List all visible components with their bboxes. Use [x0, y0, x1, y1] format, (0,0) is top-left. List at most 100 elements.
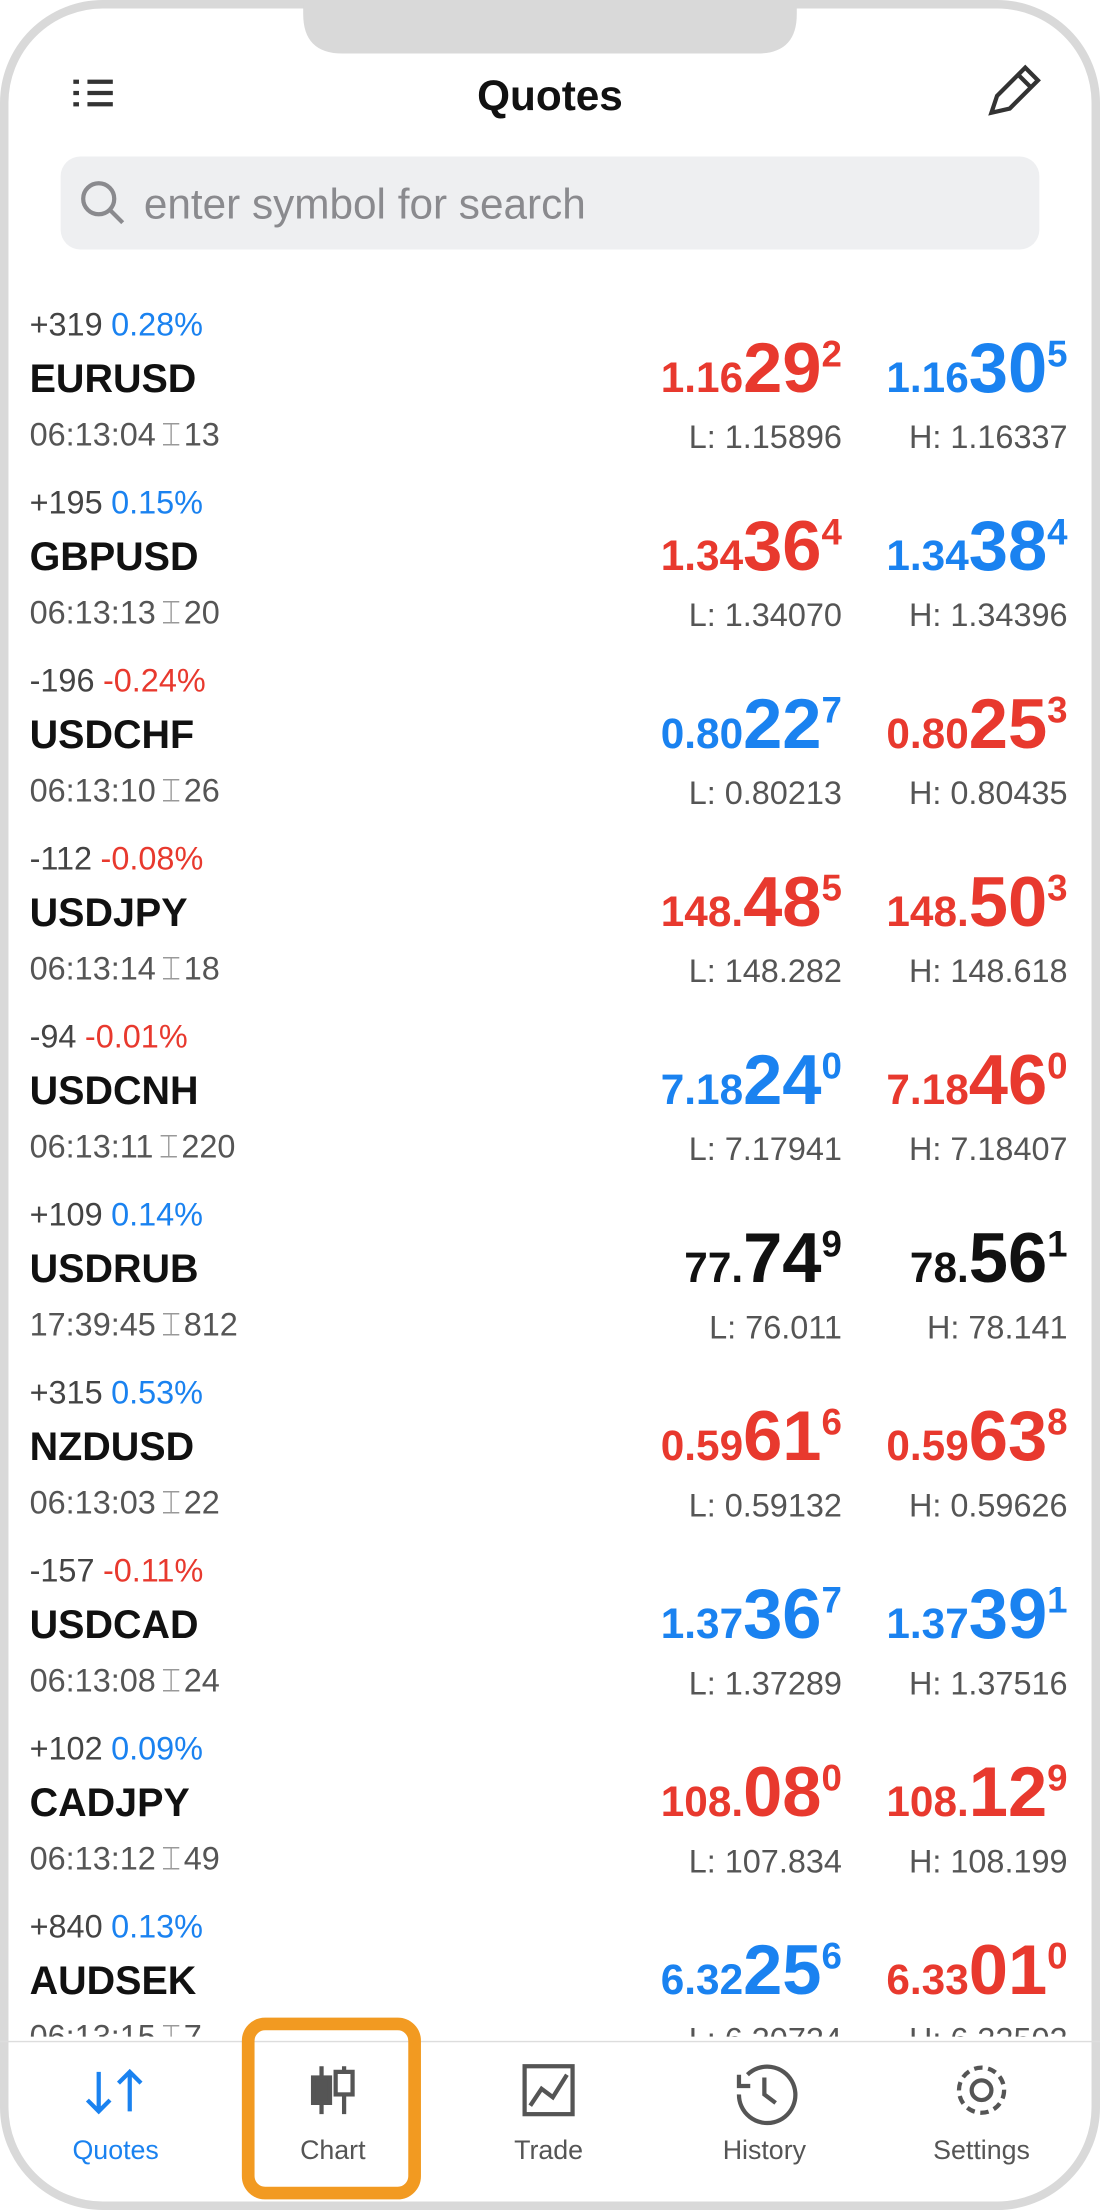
symbol[interactable]: EURUSD — [30, 357, 197, 401]
price-sup: 4 — [1047, 511, 1068, 552]
high: H: 108.199 — [909, 1843, 1068, 1879]
price: 78.561 — [910, 1218, 1068, 1297]
time-line: 06:13:03 ⌶ 22 — [30, 1484, 220, 1520]
symbol[interactable]: USDCHF — [30, 713, 195, 757]
symbol[interactable]: USDCAD — [30, 1603, 199, 1647]
price-sup: 9 — [1047, 1758, 1067, 1799]
percent: -0.01% — [85, 1019, 188, 1055]
price: 108.080 — [661, 1752, 842, 1831]
time-line: 06:13:12 ⌶ 49 — [30, 1840, 220, 1876]
spread-icon: ⌶ — [161, 2018, 180, 2054]
price-big: 01 — [969, 1930, 1047, 2009]
price-big: 22 — [743, 684, 821, 763]
price: 148.503 — [886, 862, 1067, 941]
percent: -0.11% — [103, 1553, 203, 1589]
time-line: 17:39:45 ⌶ 812 — [30, 1306, 238, 1342]
time: 06:13:11 — [30, 1128, 154, 1164]
price-big: 74 — [743, 1218, 821, 1297]
symbol[interactable]: USDRUB — [30, 1247, 199, 1291]
time: 17:39:45 — [30, 1306, 156, 1342]
price-sup: 4 — [822, 511, 843, 552]
symbol[interactable]: NZDUSD — [30, 1425, 195, 1469]
change-line: -196 -0.24% — [30, 662, 206, 698]
search-box[interactable] — [60, 156, 1040, 250]
price: 1.37391 — [886, 1574, 1067, 1653]
price-big: 39 — [969, 1574, 1047, 1653]
price-prefix: 1.16 — [886, 354, 968, 401]
symbol[interactable]: USDJPY — [30, 891, 188, 935]
symbol[interactable]: USDCNH — [30, 1069, 199, 1113]
price-sup: 5 — [822, 868, 842, 909]
price-prefix: 6.33 — [886, 1956, 968, 2003]
price-prefix: 0.80 — [886, 710, 968, 757]
price-prefix: 148. — [886, 888, 968, 935]
tab-label[interactable]: Chart — [300, 2135, 366, 2165]
spread: 49 — [184, 1840, 220, 1876]
price-sup: 7 — [822, 689, 842, 730]
edit-icon[interactable] — [988, 64, 1041, 116]
spread-icon: ⌶ — [161, 1662, 180, 1698]
high: H: 1.37516 — [909, 1665, 1068, 1701]
tab-label[interactable]: Settings — [933, 2135, 1030, 2165]
price-prefix: 77. — [684, 1244, 743, 1291]
price-prefix: 7.18 — [886, 1066, 968, 1113]
change-line: -157 -0.11% — [30, 1553, 204, 1589]
price-big: 50 — [969, 862, 1047, 941]
low: L: 1.37289 — [689, 1665, 842, 1701]
price: 0.80253 — [886, 684, 1067, 763]
change-line: +109 0.14% — [30, 1197, 203, 1233]
price: 6.32256 — [661, 1930, 842, 2009]
change: -157 — [30, 1553, 95, 1589]
symbol[interactable]: AUDSEK — [30, 1959, 197, 2003]
time: 06:13:12 — [30, 1840, 156, 1876]
change-line: -94 -0.01% — [30, 1019, 188, 1055]
price-big: 08 — [743, 1752, 821, 1831]
spread-icon: ⌶ — [161, 950, 180, 986]
change: +109 — [30, 1197, 103, 1233]
symbol[interactable]: CADJPY — [30, 1781, 190, 1825]
price-sup: 0 — [1047, 1936, 1067, 1977]
menu-icon[interactable] — [73, 79, 113, 107]
high: H: 1.34396 — [909, 597, 1068, 633]
spread: 20 — [184, 594, 220, 630]
price-sup: 8 — [1047, 1402, 1067, 1443]
low: L: 1.15896 — [689, 419, 842, 455]
tab-label[interactable]: History — [723, 2135, 807, 2165]
change-line: +319 0.28% — [30, 306, 203, 342]
price-big: 12 — [969, 1752, 1047, 1831]
price-big: 29 — [743, 328, 821, 407]
percent: 0.53% — [111, 1375, 203, 1411]
price-big: 48 — [743, 862, 821, 941]
high: H: 78.141 — [927, 1309, 1068, 1345]
search-placeholder[interactable]: enter symbol for search — [144, 180, 586, 227]
price-sup: 1 — [1047, 1580, 1067, 1621]
price-prefix: 1.34 — [886, 532, 969, 579]
tab-label[interactable]: Trade — [514, 2135, 583, 2165]
price-big: 61 — [743, 1396, 821, 1475]
price-prefix: 1.34 — [661, 532, 744, 579]
price-big: 24 — [743, 1040, 821, 1119]
tab-label[interactable]: Quotes — [72, 2135, 158, 2165]
symbol[interactable]: GBPUSD — [30, 535, 199, 579]
price-big: 38 — [969, 506, 1047, 585]
change-line: +840 0.13% — [30, 1909, 203, 1945]
price-prefix: 0.80 — [661, 710, 743, 757]
tab-bar: Quotes Chart Trade History Settings — [72, 2135, 1029, 2165]
price-sup: 1 — [1047, 1224, 1067, 1265]
price-big: 36 — [743, 1574, 821, 1653]
price-sup: 6 — [822, 1936, 842, 1977]
high: H: 0.59626 — [909, 1487, 1068, 1523]
change-line: +195 0.15% — [30, 484, 203, 520]
price: 0.59616 — [661, 1396, 842, 1475]
price: 1.34364 — [661, 506, 843, 585]
price: 0.80227 — [661, 684, 842, 763]
spread-icon: ⌶ — [159, 1128, 178, 1164]
spread-icon: ⌶ — [161, 1840, 180, 1876]
time-line: 06:13:11 ⌶ 220 — [30, 1128, 236, 1164]
change: +195 — [30, 484, 103, 520]
price-prefix: 1.37 — [661, 1600, 743, 1647]
time-line: 06:13:04 ⌶ 13 — [30, 416, 220, 452]
change: -112 — [30, 840, 92, 876]
price-big: 46 — [969, 1040, 1047, 1119]
